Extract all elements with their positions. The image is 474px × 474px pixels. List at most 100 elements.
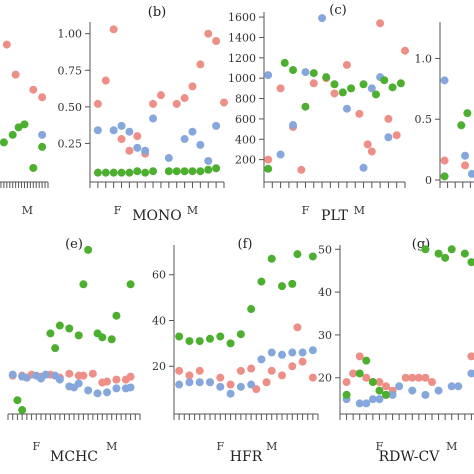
data-point-red: [79, 371, 88, 380]
data-point-red: [29, 85, 38, 94]
x-axis-label: MCHC: [50, 449, 98, 465]
data-point-green: [388, 83, 397, 92]
y-tick-label: 1200: [228, 52, 256, 65]
panel-title: (f): [238, 237, 253, 252]
data-point-red: [103, 377, 111, 386]
data-point-blue: [38, 130, 47, 139]
data-point-green: [293, 250, 302, 259]
x-axis-label: RDW-CV: [379, 449, 441, 465]
data-point-blue: [22, 373, 31, 382]
data-point-green: [38, 142, 47, 151]
data-point-red: [297, 165, 306, 174]
data-point-blue: [164, 154, 173, 163]
data-point-red: [11, 70, 20, 79]
data-point-blue: [216, 382, 225, 391]
data-point-red: [180, 94, 189, 103]
panel-3: 0 0.5 1.0: [415, 22, 474, 188]
data-point-red: [133, 132, 142, 141]
data-point-blue: [93, 126, 102, 135]
data-point-red: [376, 19, 385, 28]
data-point-green: [396, 79, 405, 88]
x-tick-label-F: F: [114, 204, 122, 217]
data-point-green: [20, 120, 29, 129]
data-point-green: [101, 168, 110, 177]
data-point-green: [236, 330, 245, 339]
data-point-red: [276, 84, 285, 93]
data-point-blue: [375, 395, 384, 404]
data-point-blue: [55, 375, 64, 384]
data-point-green: [112, 311, 121, 320]
data-point-blue: [367, 84, 376, 93]
data-point-green: [257, 277, 266, 286]
data-point-green: [133, 167, 142, 176]
data-point-blue: [362, 399, 371, 408]
data-point-red: [288, 362, 297, 371]
data-point-blue: [175, 380, 184, 389]
data-point-blue: [126, 383, 135, 392]
data-point-red: [440, 156, 449, 165]
panel-0: M: [0, 40, 49, 217]
data-point-green: [368, 378, 377, 387]
data-point-red: [278, 371, 286, 380]
data-point-green: [375, 386, 384, 395]
data-point-green: [180, 167, 189, 176]
data-point-green: [342, 390, 351, 399]
x-tick-label-F: F: [32, 440, 40, 453]
y-tick-label: 50: [318, 243, 332, 256]
data-point-blue: [289, 121, 298, 130]
data-point-red: [298, 357, 307, 366]
panel-title: (e): [65, 237, 83, 252]
data-point-blue: [84, 386, 93, 395]
data-point-red: [309, 79, 318, 88]
data-point-red: [185, 371, 194, 380]
data-point-green: [330, 80, 339, 89]
data-point-green: [141, 168, 150, 177]
data-point-red: [382, 382, 390, 391]
data-point-red: [65, 369, 74, 378]
data-point-green: [371, 90, 380, 99]
data-point-red: [461, 161, 470, 170]
data-point-red: [172, 99, 181, 108]
data-point-green: [206, 334, 214, 343]
data-point-red: [204, 29, 213, 38]
x-tick-label-M: M: [354, 204, 365, 217]
data-point-green: [13, 396, 22, 405]
data-point-red: [175, 366, 184, 375]
data-point-green: [79, 280, 88, 289]
data-point-red: [421, 373, 430, 382]
data-point-blue: [467, 369, 474, 378]
data-point-blue: [264, 71, 273, 80]
data-point-green: [117, 168, 126, 177]
data-point-green: [212, 164, 221, 173]
panel-1: F M 0.25 0.50 0.75 1.00 (b) MONO: [58, 5, 228, 224]
data-point-green: [46, 329, 55, 338]
data-point-green: [172, 167, 181, 176]
y-tick-label: 60: [152, 269, 166, 282]
x-tick-label-M: M: [446, 440, 457, 453]
y-tick-label: 40: [152, 314, 166, 327]
data-point-green: [149, 167, 158, 176]
data-point-red: [252, 385, 261, 394]
panel-title: (b): [148, 5, 166, 20]
data-point-blue: [236, 382, 245, 391]
data-point-blue: [93, 389, 102, 398]
y-tick-label: 800: [235, 93, 256, 106]
panel-2: F M 200 400 600 800 1000 1200 1400 1600 (c) PLT: [228, 3, 409, 224]
y-tick-label: 600: [235, 113, 256, 126]
data-point-green: [355, 369, 364, 378]
y-tick-label: 0.5: [415, 113, 433, 126]
data-point-blue: [288, 348, 297, 357]
data-point-green: [216, 332, 225, 341]
data-point-green: [301, 102, 310, 111]
y-tick-label: 20: [152, 360, 166, 373]
data-point-green: [247, 305, 256, 314]
panel-title: (c): [329, 3, 346, 18]
data-point-blue: [141, 146, 150, 155]
data-point-green: [125, 168, 134, 177]
data-point-red: [264, 155, 273, 164]
data-point-blue: [318, 14, 327, 23]
data-point-green: [467, 258, 474, 267]
data-point-red: [375, 378, 384, 387]
x-tick-label-M: M: [266, 440, 277, 453]
data-point-red: [362, 373, 371, 382]
